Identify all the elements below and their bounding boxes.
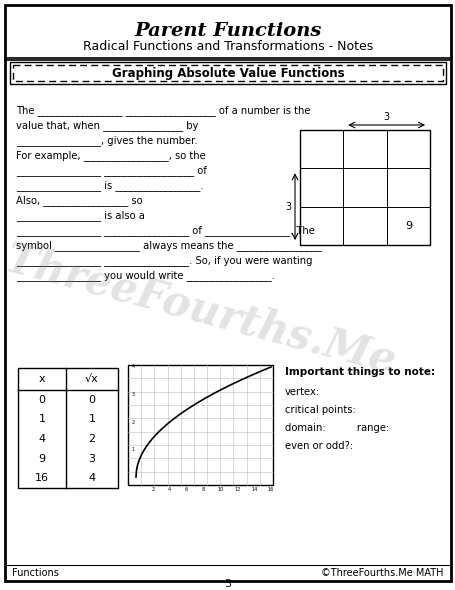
Text: 9: 9 <box>38 454 46 464</box>
Text: _________________ _________________. So, if you were wanting: _________________ _________________. So,… <box>16 255 312 266</box>
Text: value that, when ________________ by: value that, when ________________ by <box>16 120 198 131</box>
Text: 4: 4 <box>38 434 46 444</box>
Bar <box>13 65 442 81</box>
Bar <box>18 368 118 488</box>
Text: 3: 3 <box>224 579 231 589</box>
Text: Graphing Absolute Value Functions: Graphing Absolute Value Functions <box>111 67 344 80</box>
Text: 2: 2 <box>131 419 135 424</box>
Text: domain:          range:: domain: range: <box>284 423 389 433</box>
Text: The _________________ __________________ of a number is the: The _________________ __________________… <box>16 105 310 116</box>
Text: _________________ __________________ of: _________________ __________________ of <box>16 165 207 176</box>
Text: 2: 2 <box>151 487 154 492</box>
Text: Functions: Functions <box>12 568 59 578</box>
Text: critical points:: critical points: <box>284 405 355 415</box>
Text: 1: 1 <box>131 447 135 452</box>
Text: 16: 16 <box>267 487 273 492</box>
Text: 10: 10 <box>217 487 223 492</box>
Text: _________________ _________________ of _________________. The: _________________ _________________ of _… <box>16 225 314 236</box>
Text: _________________ you would write _________________.: _________________ you would write ______… <box>16 270 274 281</box>
Text: √x: √x <box>85 374 99 384</box>
Text: 4: 4 <box>168 487 171 492</box>
Text: 1: 1 <box>38 414 46 424</box>
Text: 0: 0 <box>88 395 95 405</box>
Text: 3: 3 <box>131 392 135 397</box>
Text: Also, _________________ so: Also, _________________ so <box>16 195 142 206</box>
Text: For example, _________________, so the: For example, _________________, so the <box>16 150 205 161</box>
Text: 3: 3 <box>88 454 95 464</box>
Text: Important things to note:: Important things to note: <box>284 367 434 377</box>
Text: 14: 14 <box>250 487 257 492</box>
Text: vertex:: vertex: <box>284 387 319 397</box>
Text: _________________ is also a: _________________ is also a <box>16 210 145 221</box>
Text: 4: 4 <box>131 365 135 369</box>
Text: ©ThreeFourths.Me MATH: ©ThreeFourths.Me MATH <box>321 568 443 578</box>
Text: Radical Functions and Transformations - Notes: Radical Functions and Transformations - … <box>83 40 372 53</box>
Bar <box>128 365 273 485</box>
Text: 2: 2 <box>88 434 96 444</box>
Text: even or odd?:: even or odd?: <box>284 441 352 451</box>
Text: 0: 0 <box>38 395 46 405</box>
Text: 12: 12 <box>233 487 240 492</box>
Text: _________________ is _________________.: _________________ is _________________. <box>16 180 203 191</box>
Text: Parent Functions: Parent Functions <box>134 22 321 40</box>
Text: 3: 3 <box>383 112 389 122</box>
Text: 3: 3 <box>284 202 290 212</box>
Text: 4: 4 <box>88 473 96 483</box>
Text: 9: 9 <box>404 221 411 231</box>
Bar <box>299 130 429 245</box>
Text: ThreeFourths.Me: ThreeFourths.Me <box>0 238 399 382</box>
Text: symbol _________________ always means the _________________: symbol _________________ always means th… <box>16 240 321 251</box>
Text: 6: 6 <box>185 487 188 492</box>
Text: 16: 16 <box>35 473 49 483</box>
Text: _________________, gives the number.: _________________, gives the number. <box>16 135 197 146</box>
Text: 1: 1 <box>88 414 95 424</box>
Bar <box>10 62 445 84</box>
Text: 8: 8 <box>202 487 205 492</box>
Text: x: x <box>39 374 45 384</box>
